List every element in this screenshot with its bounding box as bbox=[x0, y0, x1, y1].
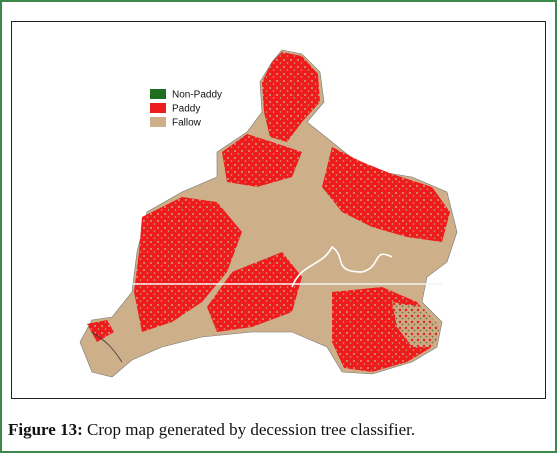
legend: Non-Paddy Paddy Fallow bbox=[150, 89, 222, 129]
legend-label: Fallow bbox=[172, 118, 202, 129]
map-frame bbox=[11, 21, 546, 399]
caption-label: Figure 13: bbox=[8, 420, 83, 439]
legend-swatch bbox=[150, 103, 166, 113]
caption-text: Crop map generated by decession tree cla… bbox=[87, 420, 416, 439]
map-shapes bbox=[79, 49, 458, 378]
legend-swatch bbox=[150, 117, 166, 127]
caption: Figure 13: Crop map generated by decessi… bbox=[8, 420, 415, 440]
legend-label: Paddy bbox=[172, 104, 200, 115]
legend-swatch bbox=[150, 89, 166, 99]
legend-label: Non-Paddy bbox=[172, 90, 222, 101]
